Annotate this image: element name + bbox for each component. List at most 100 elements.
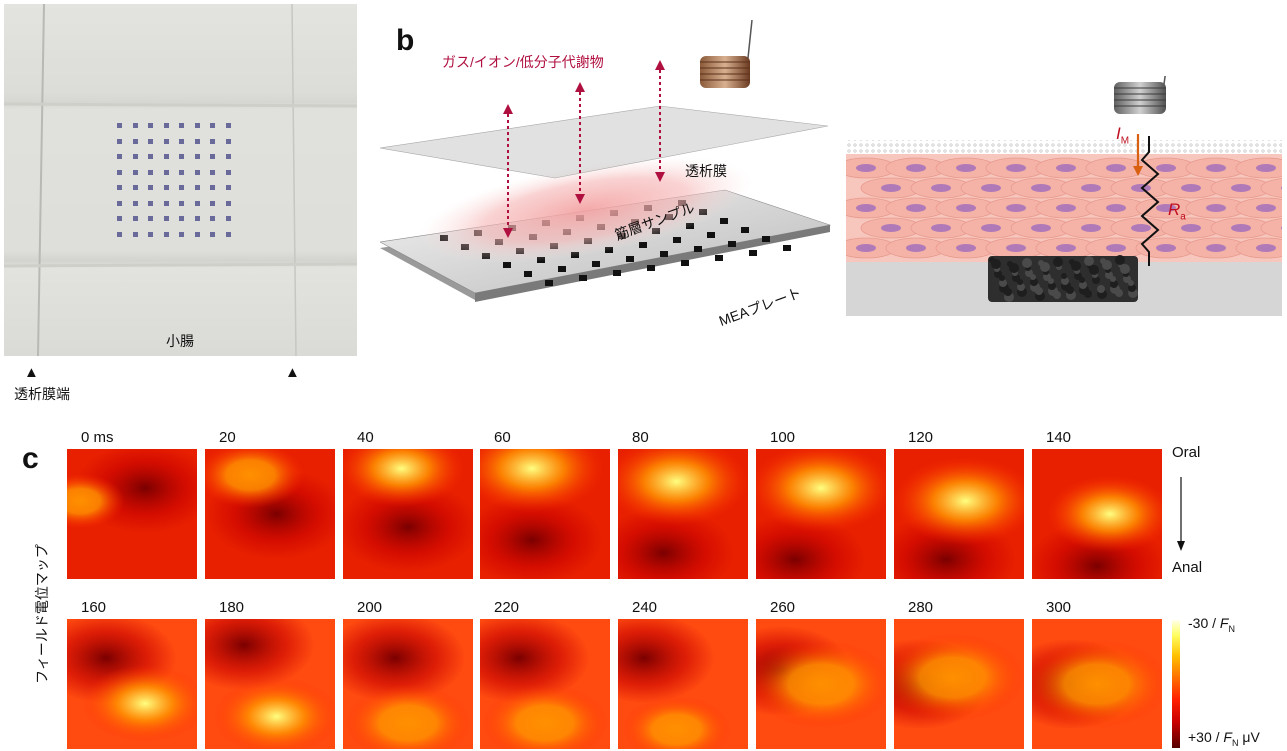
- frame-time-label: 100: [770, 429, 796, 446]
- electrode-dot: [163, 231, 169, 237]
- heatmap-trough: [205, 619, 314, 690]
- cell-nucleus: [1156, 164, 1176, 172]
- electrode-dot: [179, 216, 184, 221]
- heatmap-peak: [1032, 640, 1162, 728]
- electrode-pad: [579, 275, 587, 281]
- muscle-cell: [1260, 218, 1282, 238]
- electrode-grain: [1120, 264, 1130, 274]
- electrode-dot: [210, 169, 215, 175]
- electrode-dot: [179, 123, 184, 128]
- cell-nucleus: [906, 244, 926, 252]
- heatmap-frame: [894, 449, 1024, 579]
- cell-nucleus: [1006, 244, 1026, 252]
- electrode-grain: [1017, 283, 1025, 291]
- heatmap-frame: [67, 449, 197, 579]
- tissue-label: 小腸: [166, 333, 194, 349]
- membrane-edge-label: 透析膜端: [14, 386, 70, 402]
- electrode-dot: [210, 200, 215, 206]
- electrode-dot: [148, 123, 153, 128]
- electrode-dot: [194, 169, 200, 175]
- heatmap-peak: [894, 633, 1024, 722]
- cell-nucleus: [1106, 164, 1126, 172]
- cell-nucleus: [1206, 164, 1226, 172]
- electrode-pad: [613, 270, 621, 276]
- electrode-dot: [117, 200, 122, 206]
- cell-nucleus: [1231, 224, 1251, 232]
- cell-nucleus: [856, 204, 876, 212]
- frame-time-label: 20: [219, 429, 236, 446]
- heatmap-trough: [343, 482, 473, 572]
- cell-nucleus: [856, 244, 876, 252]
- electrode-dot: [117, 138, 122, 144]
- heatmap-frame: [67, 619, 197, 749]
- resistance-label: Ra: [1168, 200, 1186, 223]
- electrode-dot: [194, 154, 200, 159]
- cell-nucleus: [981, 184, 1001, 192]
- cell-nucleus: [1206, 204, 1226, 212]
- electrode-dot: [194, 123, 200, 128]
- electrode-grain: [1084, 256, 1094, 266]
- electrode-dot: [210, 216, 215, 221]
- heatmap-frame: [480, 449, 610, 579]
- electrode-pad: [592, 261, 600, 267]
- electrode-grain: [1061, 277, 1069, 285]
- heatmap-trough: [618, 619, 714, 703]
- electrode-dot: [225, 216, 231, 221]
- electrode-dot: [225, 138, 231, 144]
- electrode-dot: [179, 231, 184, 237]
- electrode-grain: [1102, 260, 1112, 270]
- electrode-dot: [210, 123, 215, 128]
- electrode-grain: [1040, 262, 1050, 272]
- heatmap-frame: [343, 449, 473, 579]
- electrode-dot: [148, 216, 153, 221]
- electrode-dot: [210, 231, 215, 237]
- cell-nucleus: [931, 224, 951, 232]
- electrode-grain: [1079, 277, 1085, 283]
- electrode-dot: [179, 185, 184, 190]
- electrode-grain: [1017, 279, 1023, 285]
- frame-time-label: 120: [908, 429, 934, 446]
- electrode-dot: [225, 231, 231, 237]
- electrode-pad: [545, 280, 553, 286]
- frame-time-label: 60: [494, 429, 511, 446]
- electrode-dot: [163, 169, 169, 175]
- electrode-grain: [999, 279, 1007, 287]
- electrode-pad: [647, 265, 655, 271]
- anal-label: Anal: [1172, 559, 1203, 576]
- electrode-pad: [558, 266, 566, 272]
- mea-stack-diagram: [380, 20, 832, 302]
- electrode-dot: [117, 231, 122, 237]
- heatmap-peak: [1047, 475, 1162, 553]
- electrode-grain: [1022, 258, 1032, 268]
- heatmap-peak: [622, 696, 731, 749]
- electrode-dot: [148, 231, 153, 237]
- electrode-dot: [117, 185, 122, 190]
- cell-nucleus: [1156, 244, 1176, 252]
- electrode-grain: [999, 275, 1005, 281]
- electrode-pad: [707, 232, 715, 238]
- electrode-dot: [163, 216, 169, 221]
- cell-nucleus: [1031, 184, 1051, 192]
- electrode-grain: [1048, 282, 1056, 290]
- cell-nucleus: [956, 204, 976, 212]
- electrode-dot: [210, 185, 215, 190]
- colorbar-bottom-label: +30 / FN μV: [1188, 729, 1260, 748]
- electrode-pad: [681, 260, 689, 266]
- electrode-dot: [225, 154, 231, 159]
- frame-time-label: 260: [770, 599, 796, 616]
- electrode-dot: [117, 169, 122, 175]
- electrode-grain: [1128, 280, 1134, 286]
- electrode-grain: [1071, 261, 1081, 271]
- electrode-dot: [179, 138, 184, 144]
- cell-nucleus: [1256, 164, 1276, 172]
- electrode-grain: [991, 259, 1001, 269]
- cell-nucleus: [1006, 204, 1026, 212]
- heatmap-frame: [894, 619, 1024, 749]
- cell-nucleus: [1181, 184, 1201, 192]
- cell-nucleus: [981, 224, 1001, 232]
- electrode-dot: [132, 231, 138, 237]
- electrode-pad: [715, 255, 723, 261]
- field-potential-map-label: フィールド電位マップ: [34, 544, 50, 684]
- electrode-dot: [194, 138, 200, 144]
- electrode-grain: [1035, 287, 1043, 295]
